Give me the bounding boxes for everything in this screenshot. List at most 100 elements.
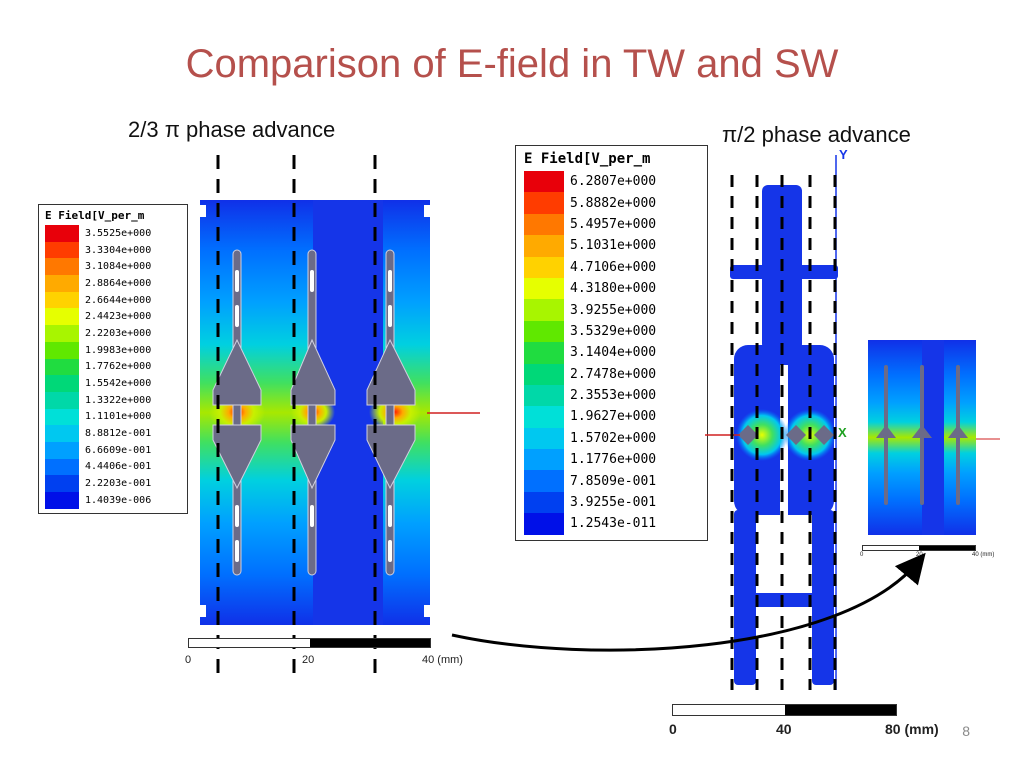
legend-value-label: 1.1101e+000: [85, 411, 152, 423]
sw-irises: [738, 425, 834, 445]
legend-row: 2.6644e+000: [45, 291, 183, 309]
legend-row: 1.9983e+000: [45, 341, 183, 359]
legend-row: 2.2203e-001: [45, 475, 183, 492]
legend-row: 5.8882e+000: [524, 192, 702, 214]
legend-row: 1.5542e+000: [45, 375, 183, 392]
legend-row: 3.9255e-001: [524, 491, 702, 514]
legend-row: 1.3322e+000: [45, 391, 183, 409]
legend-value-label: 3.1084e+000: [85, 261, 152, 273]
caption-left-phase-advance: 2/3 π phase advance: [128, 117, 336, 142]
scale-right-label-40: 40: [776, 721, 792, 737]
legend-color-swatch: [45, 492, 79, 509]
legend-value-label: 6.6609e-001: [85, 444, 152, 456]
legend-color-swatch: [45, 275, 79, 292]
legend-value-label: 1.2543e-011: [570, 516, 657, 532]
legend-color-swatch: [524, 427, 564, 450]
sw-y-axis-label: Y: [839, 147, 848, 162]
page-number: 8: [962, 723, 970, 739]
legend-row: 2.7478e+000: [524, 363, 702, 385]
legend-row: 5.1031e+000: [524, 235, 702, 257]
legend-row: 4.7106e+000: [524, 256, 702, 278]
legend-value-label: 3.9255e+000: [570, 302, 657, 318]
legend-value-label: 3.1404e+000: [570, 345, 657, 361]
legend-color-swatch: [45, 308, 79, 326]
legend-row: 1.7762e+000: [45, 358, 183, 376]
legend-value-label: 1.7762e+000: [85, 361, 152, 373]
legend-row: 2.8864e+000: [45, 275, 183, 292]
legend-row: 2.4423e+000: [45, 308, 183, 326]
legend-value-label: 5.1031e+000: [570, 238, 657, 254]
caption-right-phase-advance: π/2 phase advance: [722, 122, 911, 147]
legend-value-label: 8.8812e-001: [85, 428, 152, 440]
scale-small-label-40mm: 40 (mm): [972, 552, 995, 558]
legend-value-label: 1.1776e+000: [570, 452, 657, 468]
tw-irises: [212, 249, 416, 576]
legend-row: 3.9255e+000: [524, 299, 702, 321]
legend-value-label: 1.4039e-006: [85, 494, 152, 506]
legend-row: 6.6609e-001: [45, 441, 183, 459]
legend-row: 3.3304e+000: [45, 241, 183, 259]
legend-color-swatch: [45, 375, 79, 392]
legend-color-swatch: [45, 425, 79, 442]
tw-slots: [235, 270, 392, 562]
legend-value-label: 2.2203e+000: [85, 327, 152, 339]
legend-value-label: 3.9255e-001: [570, 495, 657, 511]
legend-row: 3.1084e+000: [45, 258, 183, 276]
legend-color-swatch: [524, 171, 564, 193]
tw-cell-boundaries: [216, 155, 377, 680]
legend-color-swatch: [524, 513, 564, 535]
legend-color-swatch: [45, 458, 79, 476]
legend-left: E Field[V_per_m 3.5525e+000 3.3304e+000 3.…: [38, 204, 188, 514]
legend-value-label: 4.4406e-001: [85, 461, 152, 473]
legend-value-label: 1.5702e+000: [570, 430, 657, 446]
legend-right-title: E Field[V_per_m: [524, 151, 651, 167]
legend-row: 3.5525e+000: [45, 225, 183, 242]
legend-value-label: 5.4957e+000: [570, 216, 657, 232]
legend-row: 1.9627e+000: [524, 406, 702, 428]
legend-value-label: 2.2203e-001: [85, 478, 152, 490]
legend-color-swatch: [45, 408, 79, 426]
legend-color-swatch: [45, 358, 79, 376]
legend-color-swatch: [524, 277, 564, 300]
legend-value-label: 3.5525e+000: [85, 227, 152, 239]
sw-inset-efield-plot: [868, 340, 1000, 535]
legend-color-swatch: [524, 491, 564, 514]
legend-value-label: 2.7478e+000: [570, 366, 657, 382]
legend-value-label: 2.6644e+000: [85, 294, 152, 306]
legend-right: E Field[V_per_m 6.2807e+000 5.8882e+000 5.…: [515, 145, 708, 541]
legend-row: 4.3180e+000: [524, 277, 702, 300]
legend-right-rows: 6.2807e+000 5.8882e+000 5.4957e+000 5.1031e…: [524, 171, 702, 535]
scale-bar-left: 0 20 40 (mm): [185, 638, 488, 678]
legend-row: 1.1776e+000: [524, 449, 702, 471]
scale-left-label-0: 0: [185, 654, 192, 666]
legend-color-swatch: [524, 342, 564, 364]
comparison-arrow: [451, 552, 926, 652]
legend-color-swatch: [45, 325, 79, 342]
legend-value-label: 1.3322e+000: [85, 394, 152, 406]
legend-value-label: 2.3553e+000: [570, 388, 657, 404]
legend-value-label: 6.2807e+000: [570, 174, 657, 190]
tw-efield-plot: [200, 155, 480, 680]
legend-color-swatch: [524, 320, 564, 343]
scale-bar-right: 0 40 80 (mm): [669, 704, 962, 744]
legend-value-label: 7.8509e-001: [570, 473, 657, 489]
legend-value-label: 2.4423e+000: [85, 311, 152, 323]
legend-value-label: 4.3180e+000: [570, 281, 657, 297]
legend-value-label: 1.9627e+000: [570, 409, 657, 425]
legend-row: 1.2543e-011: [524, 513, 702, 535]
legend-value-label: 3.3304e+000: [85, 244, 152, 256]
legend-color-swatch: [45, 241, 79, 259]
legend-color-swatch: [524, 406, 564, 428]
legend-color-swatch: [524, 384, 564, 407]
legend-color-swatch: [524, 235, 564, 257]
legend-color-swatch: [524, 470, 564, 492]
legend-color-swatch: [45, 391, 79, 409]
legend-color-swatch: [45, 341, 79, 359]
legend-color-swatch: [524, 256, 564, 278]
legend-row: 1.5702e+000: [524, 427, 702, 450]
legend-row: 7.8509e-001: [524, 470, 702, 492]
legend-left-title: E Field[V_per_m: [45, 209, 145, 222]
legend-color-swatch: [45, 225, 79, 242]
scale-left-label-20: 20: [302, 654, 315, 666]
legend-color-swatch: [524, 213, 564, 236]
